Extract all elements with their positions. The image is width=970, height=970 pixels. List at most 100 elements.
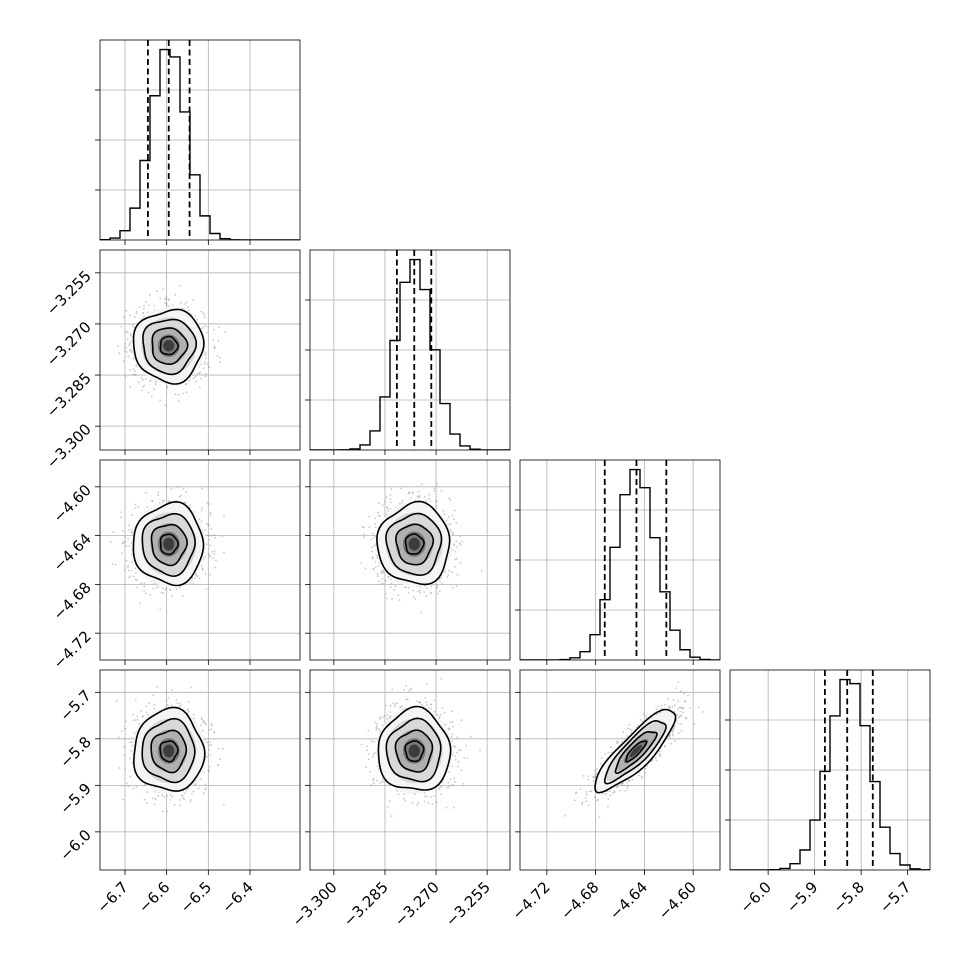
- sample-point: [143, 384, 146, 387]
- density-shade-4: [163, 340, 175, 352]
- sample-point: [202, 312, 205, 314]
- sample-point: [210, 527, 213, 530]
- sample-point: [425, 595, 427, 598]
- sample-point: [429, 500, 432, 503]
- histogram-line: [100, 48, 300, 240]
- sample-point: [381, 504, 384, 507]
- sample-point: [206, 543, 208, 545]
- sample-point: [198, 577, 201, 580]
- sample-point: [131, 761, 134, 764]
- sample-point: [371, 550, 373, 553]
- sample-point: [151, 500, 154, 503]
- sample-point: [140, 582, 143, 584]
- sample-point: [123, 754, 126, 756]
- sample-point: [413, 595, 415, 598]
- sample-point: [180, 494, 183, 497]
- sample-point: [122, 542, 124, 545]
- sample-point: [210, 723, 213, 725]
- sample-point: [145, 711, 148, 714]
- sample-point: [212, 328, 215, 331]
- sample-point: [217, 339, 220, 342]
- sample-point: [130, 351, 133, 353]
- sample-point: [162, 288, 164, 291]
- sample-point: [165, 794, 168, 797]
- sample-point: [224, 330, 227, 333]
- sample-point: [192, 299, 195, 301]
- sample-point: [153, 388, 155, 391]
- sample-point: [160, 591, 163, 594]
- sample-point: [219, 361, 222, 363]
- sample-point: [127, 529, 130, 531]
- sample-point: [140, 376, 143, 379]
- histogram-panel-2: [515, 459, 721, 665]
- contour-line-0: [159, 335, 179, 356]
- histogram-panel-1: [305, 249, 511, 455]
- sample-point: [385, 496, 388, 499]
- sample-point: [129, 314, 131, 316]
- sample-point: [146, 791, 149, 793]
- sample-point: [125, 309, 128, 312]
- sample-point: [435, 505, 438, 508]
- sample-point: [384, 593, 387, 595]
- sample-point: [444, 571, 447, 573]
- sample-point: [204, 325, 207, 328]
- sample-point: [123, 349, 126, 352]
- sample-point: [148, 304, 150, 307]
- sample-point: [418, 495, 421, 497]
- histogram-line: [310, 258, 510, 450]
- sample-point: [374, 523, 377, 525]
- sample-point: [200, 778, 202, 780]
- sample-point: [125, 347, 128, 349]
- panel-content: [100, 40, 300, 240]
- sample-point: [377, 511, 379, 514]
- sample-point: [136, 718, 139, 721]
- sample-point: [171, 594, 173, 597]
- sample-point: [204, 354, 207, 357]
- sample-point: [156, 685, 159, 688]
- sample-point: [140, 317, 143, 320]
- sample-point: [120, 511, 123, 514]
- sample-point: [143, 798, 146, 801]
- sample-point: [203, 316, 206, 319]
- sample-point: [456, 545, 459, 548]
- sample-point: [166, 385, 169, 388]
- sample-point: [419, 589, 421, 592]
- sample-point: [127, 576, 130, 579]
- sample-point: [408, 586, 410, 589]
- sample-point: [453, 518, 455, 521]
- sample-point: [130, 334, 132, 337]
- sample-point: [417, 590, 419, 593]
- sample-point: [142, 315, 145, 318]
- scatter-panel-2-1: [305, 459, 511, 665]
- sample-point: [386, 507, 389, 509]
- sample-point: [372, 537, 375, 539]
- y-tick-label: −3.300: [43, 420, 95, 472]
- sample-point: [123, 569, 126, 571]
- sample-point: [368, 515, 371, 518]
- sample-point: [201, 327, 204, 329]
- sample-point: [124, 767, 126, 770]
- sample-point: [204, 555, 207, 558]
- sample-point: [204, 723, 207, 726]
- sample-point: [203, 771, 206, 774]
- sample-point: [208, 749, 210, 751]
- sample-point: [437, 592, 439, 595]
- panel-frame: [309, 249, 511, 451]
- sample-point: [204, 375, 207, 378]
- sample-point: [218, 356, 221, 359]
- sample-point: [142, 312, 145, 314]
- sample-point: [149, 379, 152, 382]
- sample-point: [480, 570, 483, 573]
- sample-point: [205, 352, 207, 354]
- sample-point: [134, 503, 137, 506]
- sample-point: [129, 333, 132, 335]
- sample-point: [183, 792, 186, 794]
- sample-point: [167, 298, 170, 300]
- sample-point: [126, 331, 129, 334]
- sample-point: [382, 571, 385, 574]
- sample-point: [376, 575, 379, 577]
- sample-point: [142, 386, 144, 388]
- sample-point: [363, 533, 365, 536]
- sample-point: [196, 373, 199, 376]
- sample-point: [138, 306, 141, 308]
